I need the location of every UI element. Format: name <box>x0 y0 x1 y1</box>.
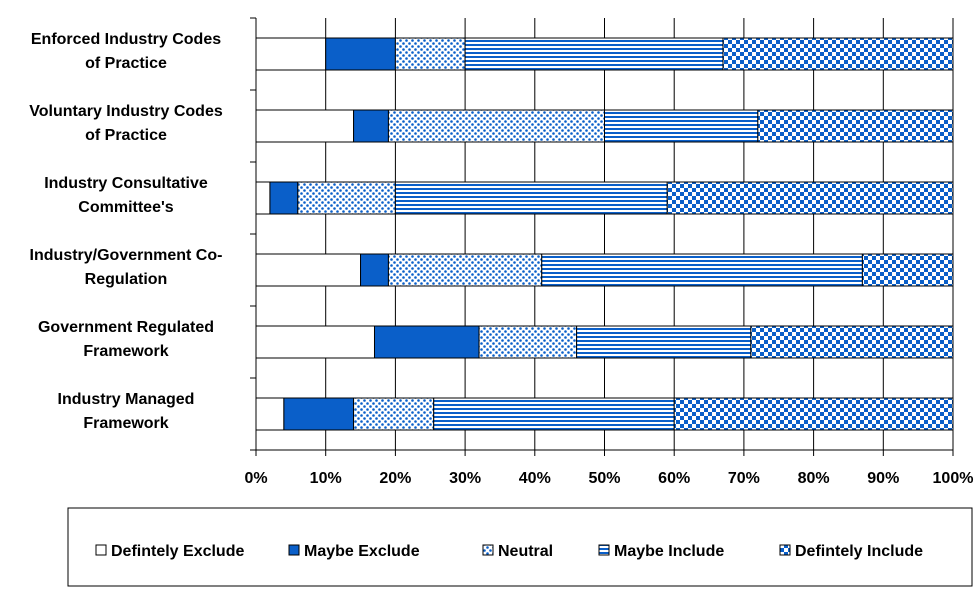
x-tick-label: 100% <box>933 470 974 487</box>
bar-maybe-exclude-5 <box>373 325 480 359</box>
bar-maybe-exclude-2 <box>353 109 389 143</box>
bar-defintely-include-4 <box>861 253 954 287</box>
x-tick-label: 80% <box>798 470 830 487</box>
bar-maybe-include-2 <box>604 109 759 143</box>
legend-label-defintely-exclude: Defintely Exclude <box>111 543 244 560</box>
category-label-line: Framework <box>83 415 168 432</box>
bar-defintely-include-3 <box>666 181 954 215</box>
category-label-line: Enforced Industry Codes <box>31 31 221 48</box>
bar-maybe-exclude-4 <box>360 253 389 287</box>
bar-defintely-exclude-5 <box>255 325 375 359</box>
category-label: Enforced Industry Codes of Practice <box>31 31 221 72</box>
category-label-line: Voluntary Industry Codes <box>29 103 223 120</box>
legend-label-defintely-include: Defintely Include <box>795 543 923 560</box>
chart-gridlines <box>255 18 954 450</box>
legend-swatch-maybe-include <box>598 544 610 556</box>
category-label-line: Regulation <box>85 271 168 288</box>
bar-defintely-exclude-6 <box>255 397 285 431</box>
bar-maybe-exclude-1 <box>325 37 396 71</box>
category-label-line: Framework <box>83 343 168 360</box>
category-label: Industry/Government Co- Regulation <box>30 247 223 288</box>
legend-swatch-maybe-exclude <box>288 544 300 556</box>
legend-swatch-defintely-include <box>779 544 791 556</box>
bar-neutral-3 <box>297 181 396 215</box>
chart-axes <box>250 17 954 456</box>
x-tick-label: 60% <box>658 470 690 487</box>
legend-label-maybe-exclude: Maybe Exclude <box>304 543 420 560</box>
legend-label-neutral: Neutral <box>498 543 553 560</box>
bar-maybe-include-3 <box>394 181 668 215</box>
category-label: Voluntary Industry Codes of Practice <box>29 103 223 144</box>
category-label-line: of Practice <box>85 55 167 72</box>
bar-defintely-include-2 <box>757 109 954 143</box>
chart-bars <box>255 37 954 431</box>
bar-defintely-include-1 <box>722 37 954 71</box>
category-label-line: Industry Managed <box>58 391 195 408</box>
bar-neutral-6 <box>353 397 435 431</box>
legend-swatch-neutral <box>482 544 494 556</box>
legend-box <box>67 507 973 587</box>
bar-neutral-2 <box>387 109 605 143</box>
bar-neutral-1 <box>394 37 466 71</box>
x-tick-label: 50% <box>588 470 620 487</box>
category-label-line: Government Regulated <box>38 319 214 336</box>
bar-maybe-include-5 <box>576 325 752 359</box>
x-tick-label: 70% <box>728 470 760 487</box>
bar-maybe-include-6 <box>433 397 675 431</box>
category-label: Industry Consultative Committee's <box>44 175 208 216</box>
bar-defintely-exclude-3 <box>255 181 271 215</box>
legend-swatch-defintely-exclude <box>95 544 107 556</box>
bar-maybe-include-1 <box>464 37 724 71</box>
category-label-line: Industry Consultative <box>44 175 208 192</box>
category-label-line: Committee's <box>78 199 173 216</box>
category-label-line: of Practice <box>85 127 167 144</box>
category-label: Government Regulated Framework <box>38 319 214 360</box>
x-tick-label: 30% <box>449 470 481 487</box>
category-label-line: Industry/Government Co- <box>30 247 223 264</box>
legend-label-maybe-include: Maybe Include <box>614 543 724 560</box>
x-tick-label: 40% <box>519 470 551 487</box>
x-tick-label: 90% <box>867 470 899 487</box>
bar-maybe-exclude-6 <box>283 397 355 431</box>
bar-defintely-exclude-1 <box>255 37 327 71</box>
bar-defintely-exclude-2 <box>255 109 355 143</box>
bar-defintely-exclude-4 <box>255 253 362 287</box>
bar-neutral-5 <box>478 325 578 359</box>
x-tick-label: 0% <box>244 470 267 487</box>
bar-defintely-include-5 <box>750 325 954 359</box>
bar-defintely-include-6 <box>673 397 954 431</box>
bar-maybe-exclude-3 <box>269 181 299 215</box>
bar-neutral-4 <box>387 253 543 287</box>
bar-maybe-include-4 <box>541 253 863 287</box>
x-tick-label: 20% <box>379 470 411 487</box>
x-tick-label: 10% <box>310 470 342 487</box>
category-labels: Enforced Industry Codes of PracticeVolunt… <box>29 31 223 432</box>
category-label: Industry Managed Framework <box>58 391 195 432</box>
legend: Defintely Exclude Maybe Exclude Neutral May… <box>67 507 973 587</box>
x-tick-labels: 0% 10% 20% 30% 40% 50% 60% 70% 80% 90% 100% <box>244 470 973 487</box>
